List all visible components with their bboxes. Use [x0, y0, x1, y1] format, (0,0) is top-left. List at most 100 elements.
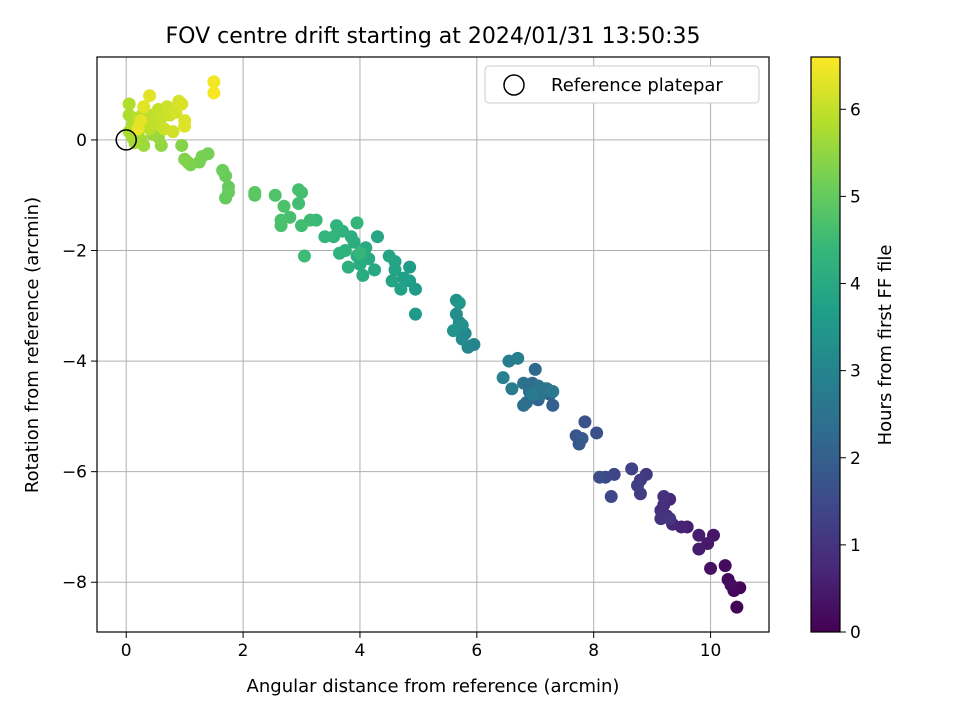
- data-point: [382, 249, 396, 263]
- x-axis-label: Angular distance from reference (arcmin): [247, 676, 620, 697]
- data-point: [397, 271, 411, 285]
- x-tick-label: 10: [700, 641, 722, 661]
- x-tick-label: 2: [238, 641, 249, 661]
- x-tick-label: 8: [588, 641, 599, 661]
- colorbar-tick-label: 1: [850, 536, 861, 556]
- data-point: [353, 246, 367, 260]
- data-point: [663, 512, 677, 526]
- data-point: [356, 268, 370, 282]
- y-tick-label: −2: [62, 242, 87, 262]
- colorbar-ticks: 0 1 2 3 4 5 6: [840, 100, 861, 643]
- data-point: [631, 478, 645, 492]
- data-point: [295, 219, 309, 233]
- data-point: [528, 362, 542, 376]
- data-point: [122, 97, 136, 111]
- colorbar: [810, 56, 841, 633]
- data-point: [216, 163, 230, 177]
- data-point: [318, 230, 332, 244]
- y-tick-label: −4: [62, 352, 87, 372]
- data-point: [704, 561, 718, 575]
- colorbar-tick-label: 6: [850, 100, 861, 120]
- data-point: [385, 274, 399, 288]
- data-point: [403, 260, 417, 274]
- data-point: [505, 382, 519, 396]
- data-point: [446, 324, 460, 338]
- data-point: [370, 230, 384, 244]
- reference-point-marker: [115, 129, 137, 151]
- y-axis-ticks: 0 −2 −4 −6 −8: [62, 131, 97, 593]
- data-point: [546, 384, 560, 398]
- data-point: [511, 351, 525, 365]
- data-point: [452, 296, 466, 310]
- data-point: [517, 376, 531, 390]
- data-point: [274, 213, 288, 227]
- data-points: [122, 75, 747, 614]
- data-point: [292, 197, 306, 211]
- data-point: [525, 387, 539, 401]
- data-point: [143, 89, 157, 103]
- data-point: [341, 260, 355, 274]
- y-axis-label: Rotation from reference (arcmin): [22, 197, 43, 493]
- colorbar-tick-label: 0: [850, 623, 861, 643]
- data-point: [724, 578, 738, 592]
- legend-marker-icon: [503, 74, 525, 96]
- data-point: [575, 431, 589, 445]
- data-point: [590, 426, 604, 440]
- data-point: [175, 97, 189, 111]
- data-point: [178, 119, 192, 133]
- y-tick-label: −6: [62, 463, 87, 483]
- data-point: [578, 415, 592, 429]
- colorbar-tick-label: 2: [850, 449, 861, 469]
- data-point: [517, 398, 531, 412]
- data-point: [166, 125, 180, 139]
- data-point: [730, 600, 744, 614]
- grid-lines: [97, 57, 769, 632]
- data-point: [207, 75, 221, 89]
- colorbar-label: Hours from first FF file: [875, 245, 896, 446]
- data-point: [350, 216, 364, 230]
- x-tick-label: 4: [355, 641, 366, 661]
- data-point: [248, 185, 262, 199]
- data-point: [268, 188, 282, 202]
- data-point: [625, 462, 639, 476]
- colorbar-tick-label: 3: [850, 362, 861, 382]
- data-point: [131, 122, 145, 136]
- data-point: [593, 470, 607, 484]
- colorbar-tick-label: 5: [850, 187, 861, 207]
- y-tick-label: −8: [62, 573, 87, 593]
- data-point: [333, 246, 347, 260]
- plot-frame: [96, 56, 770, 633]
- x-axis-ticks: 0 2 4 6 8 10: [121, 632, 722, 661]
- data-point: [221, 185, 235, 199]
- data-point: [137, 100, 151, 114]
- data-point: [330, 219, 344, 233]
- data-point: [692, 542, 706, 556]
- x-tick-label: 0: [121, 641, 132, 661]
- colorbar-tick-label: 4: [850, 275, 861, 295]
- data-point: [292, 183, 306, 197]
- legend-box: [484, 65, 760, 104]
- data-point: [718, 559, 732, 573]
- chart-title: FOV centre drift starting at 2024/01/31 …: [166, 24, 701, 49]
- data-point: [297, 249, 311, 263]
- data-point: [657, 490, 671, 504]
- x-tick-label: 6: [471, 641, 482, 661]
- data-point: [408, 307, 422, 321]
- data-point: [604, 490, 618, 504]
- data-point: [178, 152, 192, 166]
- data-point: [394, 282, 408, 296]
- data-point: [455, 332, 469, 346]
- legend: Reference platepar: [484, 65, 760, 104]
- data-point: [207, 86, 221, 100]
- data-point: [546, 398, 560, 412]
- data-point: [496, 371, 510, 385]
- legend-label: Reference platepar: [551, 75, 723, 96]
- data-point: [368, 263, 382, 277]
- data-point: [692, 528, 706, 542]
- reference-marker: [115, 129, 137, 151]
- data-point: [277, 199, 291, 213]
- data-point: [449, 307, 463, 321]
- data-point: [175, 138, 189, 152]
